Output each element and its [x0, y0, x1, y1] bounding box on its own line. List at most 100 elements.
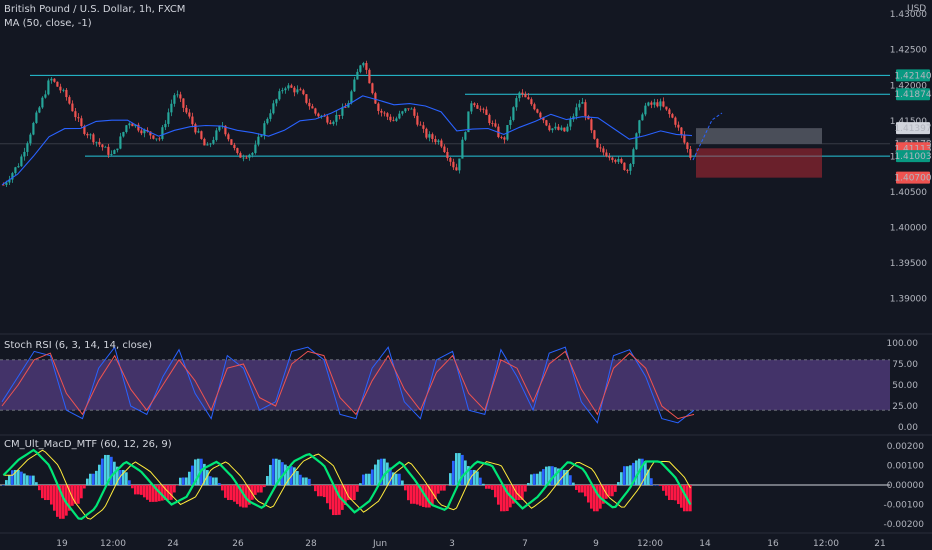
- candle-body: [2, 184, 5, 186]
- macd-histogram-bar: [428, 485, 431, 508]
- time-tick-label: Jun: [372, 539, 387, 549]
- candle-body: [131, 123, 134, 127]
- stoch-tick-label: 25.00: [892, 402, 918, 412]
- macd-histogram-bar: [467, 465, 470, 485]
- candle-body: [128, 123, 131, 126]
- candle-body: [92, 134, 95, 143]
- candle-body: [278, 91, 281, 100]
- macd-histogram-bar: [440, 485, 443, 491]
- price-label-text: 1.41003: [894, 152, 931, 162]
- macd-histogram-bar: [479, 477, 482, 485]
- candle-body: [644, 105, 647, 115]
- candle-body: [530, 99, 533, 105]
- macd-histogram-bar: [632, 462, 635, 485]
- macd-histogram-bar: [32, 475, 35, 485]
- macd-histogram-bar: [278, 459, 281, 485]
- macd-histogram-bar: [404, 485, 407, 491]
- macd-histogram-bar: [410, 485, 413, 504]
- macd-histogram-bar: [65, 485, 68, 516]
- candle-body: [320, 115, 323, 117]
- candle-body: [377, 103, 380, 111]
- candle-body: [41, 97, 44, 108]
- macd-histogram-bar: [23, 473, 26, 485]
- candle-body: [665, 106, 668, 110]
- long-position-target-box: [696, 128, 822, 144]
- projection-arrow: [692, 112, 723, 161]
- stoch-band: [0, 359, 890, 411]
- macd-histogram-bar: [344, 485, 347, 505]
- candle-body: [329, 122, 332, 124]
- macd-histogram-bar: [92, 473, 95, 485]
- price-tick-label: 1.39500: [890, 259, 927, 269]
- macd-histogram-bar: [275, 458, 278, 485]
- macd-histogram-bar: [341, 485, 344, 510]
- macd-histogram-bar: [11, 470, 14, 485]
- candle-body: [395, 118, 398, 121]
- macd-histogram-bar: [329, 485, 332, 510]
- macd-histogram-bar: [584, 485, 587, 497]
- macd-histogram-bar: [575, 485, 578, 490]
- macd-histogram-bar: [170, 485, 173, 500]
- macd-histogram-bar: [500, 485, 503, 512]
- candle-body: [581, 102, 584, 104]
- candle-body: [8, 179, 11, 183]
- macd-histogram-bar: [98, 464, 101, 485]
- macd-histogram-bar: [284, 464, 287, 485]
- candle-body: [233, 144, 236, 149]
- time-tick-label: 21: [874, 539, 885, 549]
- macd-histogram-bar: [338, 485, 341, 515]
- candle-body: [170, 103, 173, 113]
- macd-histogram-bar: [365, 473, 368, 485]
- candle-body: [74, 111, 77, 118]
- macd-histogram-bar: [209, 476, 212, 485]
- macd-histogram-bar: [230, 485, 233, 501]
- macd-tick-label: 0.00000: [887, 481, 924, 491]
- macd-histogram-bar: [83, 485, 86, 489]
- macd-histogram-bar: [224, 485, 227, 498]
- candle-body: [674, 117, 677, 125]
- macd-histogram-bar: [359, 483, 362, 485]
- candle-body: [317, 113, 320, 117]
- candle-body: [659, 101, 662, 107]
- stoch-rsi-legend[interactable]: Stoch RSI (6, 3, 14, 14, close): [4, 340, 152, 351]
- macd-histogram-bar: [197, 458, 200, 485]
- macd-histogram-bar: [215, 477, 218, 485]
- macd-histogram-bar: [8, 475, 11, 485]
- candle-body: [590, 119, 593, 131]
- macd-histogram-bar: [461, 454, 464, 485]
- candle-body: [656, 102, 659, 107]
- candle-body: [95, 141, 98, 143]
- candle-body: [638, 120, 641, 134]
- candle-body: [197, 131, 200, 133]
- candle-body: [275, 99, 278, 104]
- candle-body: [239, 153, 242, 158]
- macd-histogram-bar: [389, 467, 392, 485]
- macd-histogram-bar: [446, 485, 449, 486]
- macd-histogram-bar: [653, 485, 656, 486]
- macd-histogram-bar: [416, 485, 419, 505]
- symbol-legend[interactable]: British Pound / U.S. Dollar, 1h, FXCM: [4, 4, 186, 15]
- macd-histogram-bar: [608, 485, 611, 497]
- candle-body: [296, 89, 299, 93]
- macd-histogram-bar: [323, 485, 326, 498]
- time-tick-label: 7: [522, 539, 528, 549]
- macd-histogram-bar: [29, 475, 32, 485]
- macd-legend[interactable]: CM_Ult_MacD_MTF (60, 12, 26, 9): [4, 439, 172, 450]
- macd-histogram-bar: [641, 458, 644, 485]
- candle-body: [176, 94, 179, 96]
- candle-body: [134, 124, 137, 127]
- candle-body: [299, 89, 302, 91]
- macd-histogram-bar: [356, 485, 359, 492]
- macd-histogram-bar: [527, 482, 530, 485]
- ma-legend[interactable]: MA (50, close, -1): [4, 18, 92, 29]
- candle-body: [617, 159, 620, 162]
- candle-body: [410, 108, 413, 110]
- macd-histogram-bar: [35, 482, 38, 485]
- macd-histogram-bar: [254, 485, 257, 495]
- macd-histogram-bar: [77, 485, 80, 504]
- candle-body: [353, 79, 356, 92]
- candle-body: [641, 114, 644, 121]
- candle-body: [347, 103, 350, 108]
- macd-histogram-bar: [293, 467, 296, 485]
